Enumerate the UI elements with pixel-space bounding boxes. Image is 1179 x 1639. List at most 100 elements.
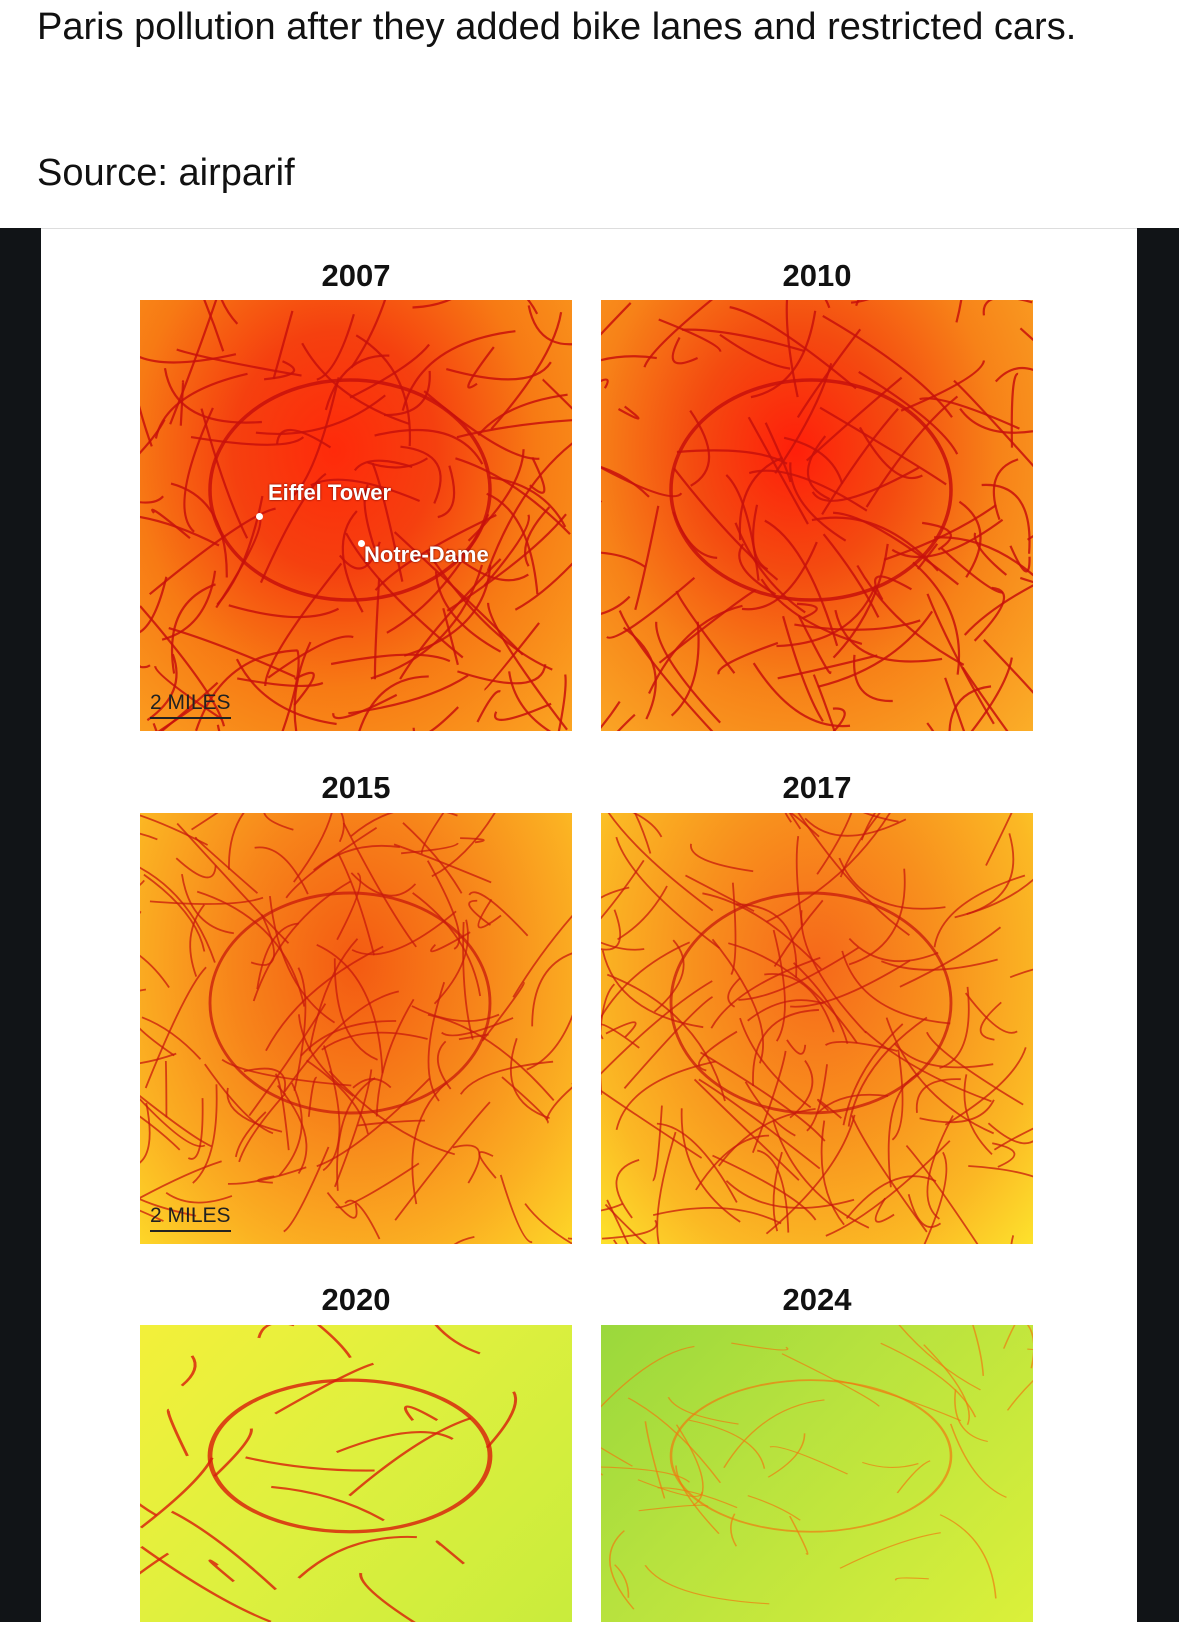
road — [783, 436, 844, 485]
road — [213, 1428, 253, 1477]
road — [731, 1342, 789, 1351]
road — [653, 939, 685, 1013]
year-label-2017: 2017 — [782, 770, 852, 805]
road — [441, 1017, 514, 1037]
road — [601, 941, 645, 951]
road — [141, 1016, 202, 1060]
road — [272, 310, 294, 380]
road — [811, 466, 920, 502]
road — [601, 1466, 691, 1483]
road — [656, 1122, 738, 1203]
road — [765, 1114, 856, 1235]
road — [486, 602, 568, 731]
road — [970, 657, 1013, 731]
road — [896, 1460, 931, 1494]
road — [601, 700, 621, 729]
road — [335, 1162, 420, 1209]
road — [842, 1023, 904, 1126]
road — [795, 836, 804, 926]
road — [144, 966, 207, 1089]
road — [744, 1081, 796, 1137]
road — [916, 543, 939, 570]
notre-dame-label: Notre-Dame — [364, 542, 489, 567]
road — [993, 1127, 1033, 1151]
road — [514, 562, 572, 611]
road — [790, 959, 911, 1008]
road — [847, 1016, 928, 1127]
road — [858, 426, 923, 480]
road — [140, 988, 147, 992]
road — [477, 393, 568, 437]
road — [972, 1325, 985, 1376]
road — [486, 492, 539, 595]
road — [992, 1142, 1016, 1168]
road — [400, 445, 442, 504]
road — [898, 1325, 981, 1391]
road — [430, 931, 471, 953]
road — [336, 872, 362, 941]
peripherique-ring — [669, 1379, 953, 1533]
road — [698, 1078, 821, 1170]
road-network — [601, 813, 1033, 1244]
road-network — [140, 813, 572, 1244]
pollution-map-2010 — [601, 300, 1033, 731]
road — [985, 813, 1013, 866]
road — [189, 904, 205, 977]
road — [427, 981, 446, 1102]
road — [606, 973, 726, 1102]
road — [541, 378, 572, 410]
road — [524, 506, 551, 567]
road — [848, 868, 906, 966]
dark-margin-left — [0, 228, 41, 1622]
road — [140, 353, 237, 364]
road — [333, 958, 378, 1061]
pollution-map-2017 — [601, 813, 1033, 1244]
road — [140, 495, 164, 504]
road — [509, 1038, 550, 1120]
road — [832, 707, 846, 731]
road — [738, 456, 784, 541]
road — [485, 1391, 518, 1449]
road — [891, 1049, 904, 1141]
road — [944, 1047, 1027, 1126]
road — [351, 910, 457, 956]
road — [806, 376, 903, 462]
road — [747, 999, 824, 1022]
road — [953, 379, 1033, 468]
road — [298, 1014, 354, 1097]
road — [939, 1514, 997, 1599]
road — [841, 950, 951, 1025]
road — [140, 954, 170, 989]
road — [772, 1151, 783, 1232]
road — [601, 859, 645, 920]
road — [926, 1031, 1024, 1106]
road — [1010, 372, 1019, 448]
road — [858, 371, 959, 455]
road — [675, 1465, 720, 1534]
road — [643, 300, 714, 368]
road — [632, 813, 663, 838]
road — [431, 813, 496, 878]
road — [883, 504, 997, 561]
road — [140, 1097, 206, 1148]
road — [825, 1140, 951, 1237]
road — [352, 1077, 392, 1089]
road — [526, 1014, 572, 1071]
road — [655, 621, 721, 724]
road — [140, 832, 158, 841]
peripherique-ring — [207, 1378, 493, 1534]
road — [605, 1021, 637, 1038]
road — [283, 1146, 330, 1233]
road — [350, 300, 387, 369]
road — [675, 1424, 704, 1506]
road — [403, 1405, 439, 1422]
road — [622, 626, 657, 720]
road — [143, 873, 206, 952]
road — [850, 300, 870, 304]
road — [252, 880, 351, 1002]
road — [614, 1564, 630, 1598]
road — [282, 990, 400, 1094]
road — [899, 926, 1002, 988]
road — [739, 1017, 812, 1109]
road — [307, 1076, 318, 1117]
